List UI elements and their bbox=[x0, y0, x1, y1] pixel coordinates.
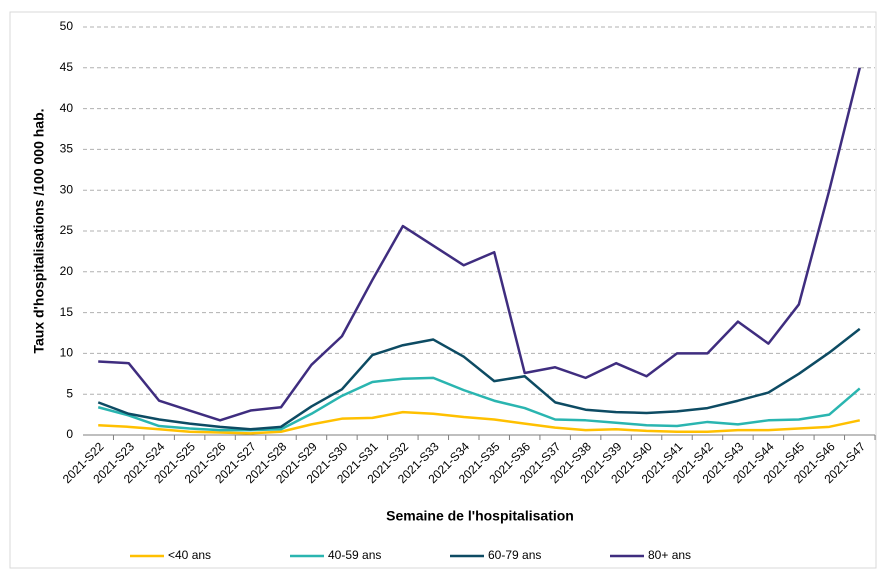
y-tick-label: 50 bbox=[60, 19, 74, 33]
y-tick-label: 10 bbox=[60, 346, 74, 360]
legend-label: 60-79 ans bbox=[488, 548, 541, 562]
y-tick-label: 45 bbox=[60, 60, 74, 74]
series-line bbox=[98, 67, 861, 422]
series-line bbox=[97, 327, 861, 431]
series-line bbox=[97, 376, 861, 432]
chart-frame bbox=[9, 11, 877, 569]
y-tick-label: 40 bbox=[60, 101, 74, 115]
y-tick-label: 25 bbox=[60, 223, 74, 237]
legend-label: 40-59 ans bbox=[328, 548, 381, 562]
y-axis-title: Taux d'hospitalisations /100 000 hab. bbox=[31, 108, 47, 353]
y-tick-label: 30 bbox=[60, 182, 74, 196]
y-tick-label: 5 bbox=[66, 386, 73, 400]
legend-label: <40 ans bbox=[168, 548, 211, 562]
y-tick-label: 20 bbox=[60, 264, 74, 278]
y-tick-label: 35 bbox=[60, 142, 74, 156]
y-tick-label: 0 bbox=[66, 427, 73, 441]
y-tick-label: 15 bbox=[60, 305, 74, 319]
legend-label: 80+ ans bbox=[648, 548, 691, 562]
x-axis-title: Semaine de l'hospitalisation bbox=[386, 508, 574, 524]
series-line bbox=[98, 410, 861, 435]
